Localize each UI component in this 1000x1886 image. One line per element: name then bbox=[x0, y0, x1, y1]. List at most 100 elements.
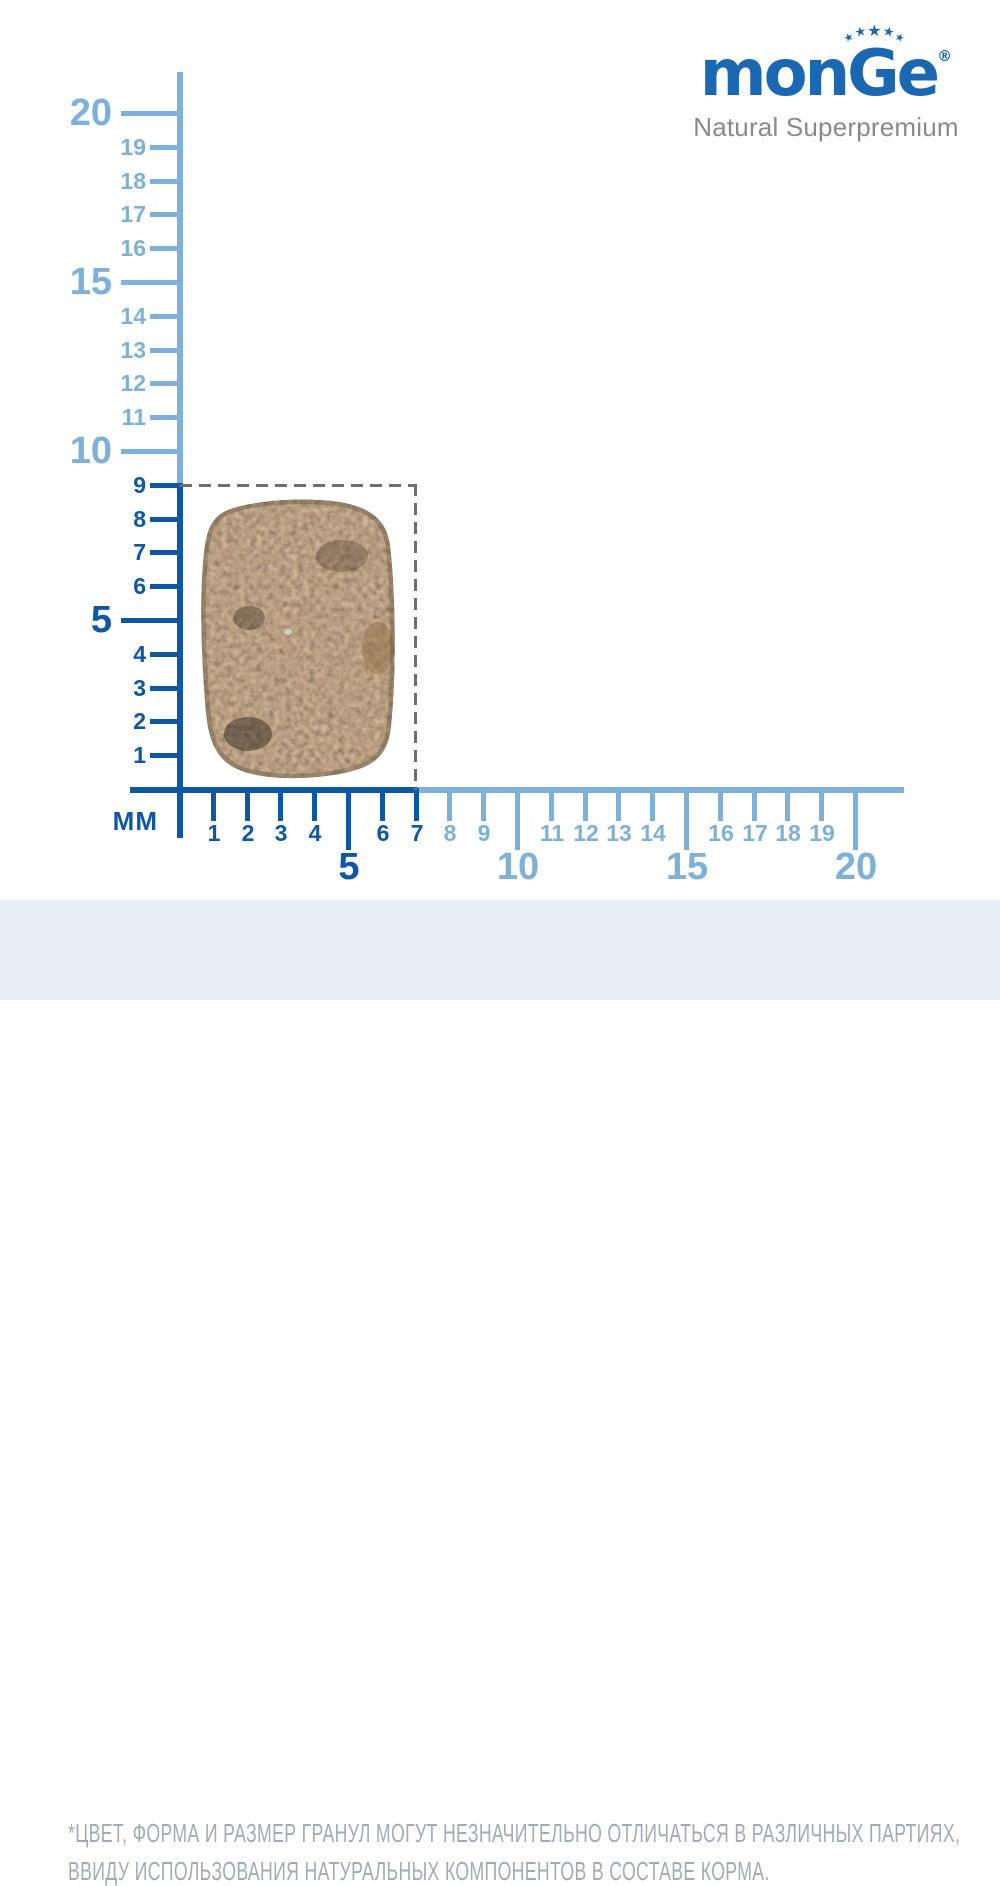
y-tick-label-10: 10 bbox=[69, 430, 112, 472]
brand-logo: mon ★ ★ ★ ★ ★ Ge® Natural Superpremium bbox=[688, 23, 964, 143]
x-tick-label-12: 12 bbox=[573, 820, 599, 846]
x-tick-label-17: 17 bbox=[742, 820, 768, 846]
footnote-line-1: *ЦВЕТ, ФОРМА И РАЗМЕР ГРАНУЛ МОГУТ НЕЗНА… bbox=[68, 1818, 961, 1848]
x-tick-8 bbox=[447, 788, 452, 821]
x-tick-label-14: 14 bbox=[640, 820, 666, 846]
x-tick-label-13: 13 bbox=[606, 820, 632, 846]
x-tick-20 bbox=[853, 788, 858, 850]
y-tick-label-4: 4 bbox=[133, 641, 146, 667]
highlight-box-right-edge bbox=[414, 484, 417, 790]
x-tick-12 bbox=[583, 788, 588, 821]
x-tick-17 bbox=[752, 788, 757, 821]
logo-text-e: e bbox=[896, 37, 940, 111]
y-tick-20 bbox=[121, 111, 183, 116]
x-tick-label-7: 7 bbox=[410, 820, 424, 846]
logo-stars-icon: ★ ★ ★ ★ ★ bbox=[841, 21, 907, 46]
x-tick-label-3: 3 bbox=[274, 820, 288, 846]
y-tick-label-5: 5 bbox=[90, 599, 112, 641]
y-tick-11 bbox=[150, 415, 183, 420]
footnote-line-2: ВВИДУ ИСПОЛЬЗОВАНИЯ НАТУРАЛЬНЫХ КОМПОНЕН… bbox=[68, 1856, 770, 1886]
y-axis-ruler: 1 2 3 4 5 6 7 8 9 10 11 12 13 14 15 16 17 18 19 20 bbox=[69, 72, 183, 838]
star-icon: ★ bbox=[867, 21, 882, 40]
highlight-box-top-edge bbox=[180, 484, 417, 487]
x-tick-1 bbox=[211, 788, 216, 821]
x-tick-label-2: 2 bbox=[241, 820, 255, 846]
y-tick-label-19: 19 bbox=[120, 134, 146, 160]
y-tick-label-12: 12 bbox=[120, 370, 146, 396]
y-tick-label-2: 2 bbox=[133, 708, 146, 734]
y-tick-label-14: 14 bbox=[120, 303, 146, 329]
x-tick-label-9: 9 bbox=[477, 820, 491, 846]
x-tick-14 bbox=[650, 788, 655, 821]
y-tick-label-7: 7 bbox=[133, 539, 146, 565]
x-tick-label-16: 16 bbox=[708, 820, 734, 846]
y-tick-label-15: 15 bbox=[69, 261, 112, 303]
x-tick-9 bbox=[481, 788, 486, 821]
logo-g-wrap: ★ ★ ★ ★ ★ G bbox=[841, 23, 907, 129]
y-tick-4 bbox=[150, 652, 183, 657]
y-tick-7 bbox=[150, 550, 183, 555]
x-tick-7 bbox=[414, 788, 419, 821]
y-tick-label-13: 13 bbox=[120, 337, 146, 363]
y-tick-label-16: 16 bbox=[120, 235, 146, 261]
y-tick-9 bbox=[150, 483, 183, 488]
x-axis-ruler: 1 2 3 4 5 6 7 8 9 10 11 12 13 14 15 16 17 18 19 20 bbox=[130, 787, 904, 888]
x-tick-label-4: 4 bbox=[308, 820, 322, 846]
x-tick-18 bbox=[785, 788, 790, 821]
x-axis-line-light bbox=[417, 787, 904, 793]
y-tick-3 bbox=[150, 686, 183, 691]
x-tick-label-18: 18 bbox=[775, 820, 801, 846]
logo-wordmark: mon ★ ★ ★ ★ ★ Ge® bbox=[688, 23, 964, 112]
x-tick-label-20: 20 bbox=[834, 846, 878, 888]
y-tick-label-17: 17 bbox=[120, 201, 146, 227]
y-tick-8 bbox=[150, 517, 183, 522]
y-tick-label-18: 18 bbox=[120, 168, 146, 194]
x-tick-19 bbox=[819, 788, 824, 821]
x-tick-13 bbox=[616, 788, 621, 821]
y-tick-15 bbox=[121, 280, 183, 285]
y-axis-line-dark bbox=[177, 486, 183, 838]
x-axis-line-dark bbox=[130, 787, 417, 793]
unit-label: ММ bbox=[112, 806, 158, 836]
x-tick-label-15: 15 bbox=[665, 846, 709, 888]
y-tick-label-1: 1 bbox=[133, 742, 146, 768]
y-tick-13 bbox=[150, 348, 183, 353]
x-tick-label-6: 6 bbox=[376, 820, 390, 846]
y-tick-label-9: 9 bbox=[133, 472, 146, 498]
y-tick-16 bbox=[150, 246, 183, 251]
x-tick-16 bbox=[718, 788, 723, 821]
x-tick-4 bbox=[312, 788, 317, 821]
x-tick-label-19: 19 bbox=[809, 820, 835, 846]
y-tick-12 bbox=[150, 381, 183, 386]
y-tick-17 bbox=[150, 212, 183, 217]
x-tick-label-1: 1 bbox=[207, 820, 221, 846]
x-tick-11 bbox=[549, 788, 554, 821]
y-tick-10 bbox=[121, 449, 183, 454]
logo-text-mon: mon bbox=[699, 37, 850, 111]
registered-trademark-icon: ® bbox=[937, 47, 953, 65]
logo-text-g: G bbox=[847, 37, 900, 111]
y-tick-14 bbox=[150, 314, 183, 319]
x-tick-label-5: 5 bbox=[338, 846, 360, 888]
x-tick-3 bbox=[278, 788, 283, 821]
y-tick-19 bbox=[150, 145, 183, 150]
y-tick-label-11: 11 bbox=[121, 404, 146, 430]
x-tick-5 bbox=[346, 788, 351, 850]
y-tick-2 bbox=[150, 719, 183, 724]
x-tick-label-10: 10 bbox=[496, 846, 540, 888]
x-tick-label-11: 11 bbox=[539, 820, 565, 846]
x-tick-2 bbox=[245, 788, 250, 821]
y-tick-label-20: 20 bbox=[69, 92, 112, 134]
y-tick-label-3: 3 bbox=[133, 675, 146, 701]
brand-tagline: Natural Superpremium bbox=[693, 112, 959, 142]
y-tick-6 bbox=[150, 584, 183, 589]
kibble-photo bbox=[201, 499, 395, 779]
footnote-band: *ЦВЕТ, ФОРМА И РАЗМЕР ГРАНУЛ МОГУТ НЕЗНА… bbox=[0, 900, 1000, 1884]
x-tick-10 bbox=[515, 788, 520, 850]
y-tick-label-8: 8 bbox=[133, 506, 146, 532]
y-tick-5 bbox=[121, 618, 183, 623]
y-axis-line-light bbox=[177, 72, 183, 486]
x-tick-label-8: 8 bbox=[443, 820, 457, 846]
y-tick-18 bbox=[150, 179, 183, 184]
